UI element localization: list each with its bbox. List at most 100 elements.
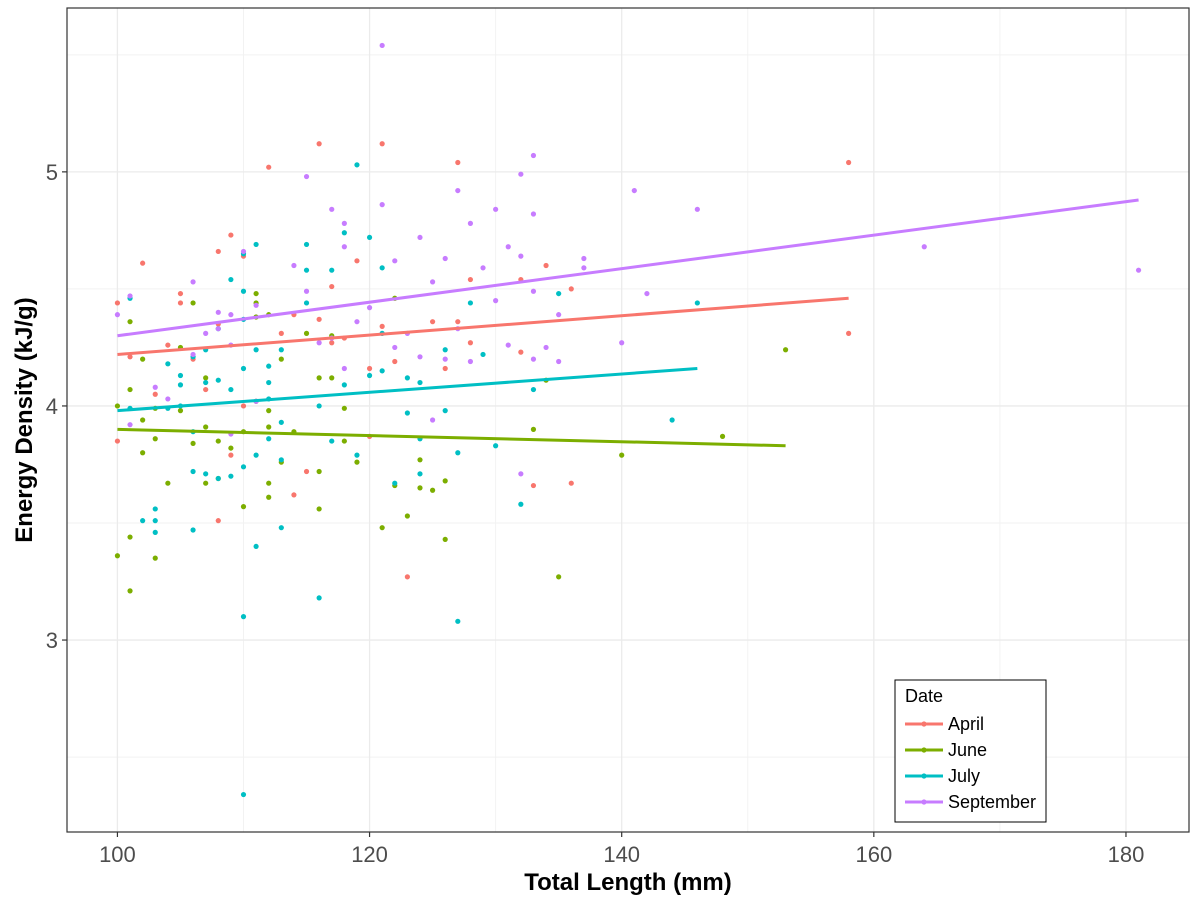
- data-point-july: [354, 452, 360, 458]
- data-point-september: [417, 234, 423, 241]
- data-point-june: [140, 450, 146, 456]
- legend-label: June: [948, 740, 987, 760]
- data-point-july: [303, 300, 310, 306]
- data-point-july: [177, 382, 184, 388]
- legend-key-point: [921, 747, 927, 753]
- data-point-july: [152, 506, 158, 512]
- data-point-june: [266, 494, 272, 500]
- data-point-july: [379, 265, 385, 271]
- data-point-september: [127, 293, 133, 299]
- axis-ticks: 100 120 140 160 180 3 4 5: [46, 160, 1145, 867]
- data-point-september: [467, 220, 474, 226]
- data-point-september: [303, 288, 310, 294]
- data-point-july: [354, 162, 360, 168]
- data-point-september: [291, 262, 297, 269]
- data-point-september: [417, 354, 423, 360]
- data-point-july: [203, 379, 209, 386]
- data-point-april: [404, 574, 410, 580]
- data-point-june: [152, 436, 158, 442]
- x-tick-label: 160: [855, 842, 892, 867]
- data-point-july: [404, 410, 410, 416]
- data-point-july: [303, 267, 310, 273]
- data-point-april: [467, 340, 474, 346]
- data-point-april: [303, 468, 310, 475]
- data-point-july: [455, 618, 461, 624]
- data-point-july: [366, 234, 373, 241]
- data-point-july: [253, 347, 259, 353]
- data-point-april: [114, 300, 121, 306]
- x-tick-label: 180: [1108, 842, 1145, 867]
- data-point-july: [493, 443, 499, 449]
- data-point-april: [291, 492, 297, 498]
- data-point-april: [165, 342, 171, 348]
- data-point-april: [177, 300, 184, 306]
- data-point-september: [505, 244, 511, 250]
- data-point-july: [240, 464, 247, 470]
- data-point-july: [417, 471, 423, 477]
- data-point-april: [392, 358, 398, 365]
- data-point-july: [316, 595, 322, 601]
- data-point-july: [240, 288, 247, 294]
- y-tick-label: 3: [46, 628, 58, 653]
- data-point-april: [240, 403, 247, 409]
- data-point-june: [215, 438, 221, 444]
- trend-lines: [117, 198, 1139, 448]
- data-point-july: [341, 382, 347, 388]
- data-point-july: [228, 386, 234, 393]
- data-point-april: [215, 248, 221, 255]
- data-point-september: [631, 187, 637, 194]
- data-point-june: [429, 487, 436, 493]
- data-point-june: [114, 553, 121, 559]
- data-point-september: [366, 305, 373, 311]
- data-point-june: [152, 555, 158, 561]
- data-point-july: [442, 347, 448, 353]
- data-point-june: [719, 433, 726, 439]
- data-point-september: [203, 330, 209, 336]
- y-tick-label: 4: [46, 394, 58, 419]
- data-point-july: [556, 290, 562, 297]
- legend-key-point: [921, 773, 927, 779]
- x-tick-label: 120: [351, 842, 388, 867]
- data-point-june: [316, 468, 322, 475]
- data-point-july: [404, 375, 410, 381]
- data-point-april: [177, 290, 184, 297]
- data-point-september: [530, 356, 537, 362]
- data-point-september: [694, 206, 700, 212]
- data-point-july: [177, 372, 184, 379]
- gridlines: [67, 8, 1189, 832]
- data-point-july: [669, 417, 675, 423]
- data-point-july: [240, 791, 247, 798]
- data-point-july: [303, 241, 310, 248]
- data-point-september: [556, 358, 562, 365]
- data-point-july: [253, 241, 259, 248]
- x-tick-label: 100: [99, 842, 136, 867]
- data-point-july: [152, 518, 158, 524]
- data-point-september: [228, 312, 234, 318]
- y-tick-label: 5: [46, 160, 58, 185]
- data-point-june: [140, 417, 146, 423]
- data-point-april: [329, 340, 335, 346]
- data-point-september: [518, 171, 524, 177]
- data-point-april: [455, 319, 461, 325]
- data-point-september: [429, 417, 436, 423]
- data-point-september: [253, 302, 259, 308]
- data-point-april: [114, 438, 121, 444]
- data-point-april: [455, 159, 461, 166]
- data-point-june: [316, 375, 322, 381]
- data-point-september: [518, 471, 524, 477]
- data-point-september: [392, 258, 398, 264]
- data-point-july: [518, 501, 524, 507]
- data-point-september: [921, 244, 927, 250]
- data-point-september: [114, 312, 121, 318]
- data-point-september: [379, 42, 385, 49]
- data-point-july: [266, 436, 272, 442]
- data-point-september: [316, 340, 322, 346]
- data-point-july: [240, 614, 247, 620]
- data-point-july: [228, 473, 234, 479]
- data-point-july: [278, 457, 284, 463]
- data-point-july: [190, 468, 196, 475]
- data-point-september: [530, 288, 537, 294]
- data-point-july: [203, 471, 209, 477]
- data-point-september: [505, 342, 511, 348]
